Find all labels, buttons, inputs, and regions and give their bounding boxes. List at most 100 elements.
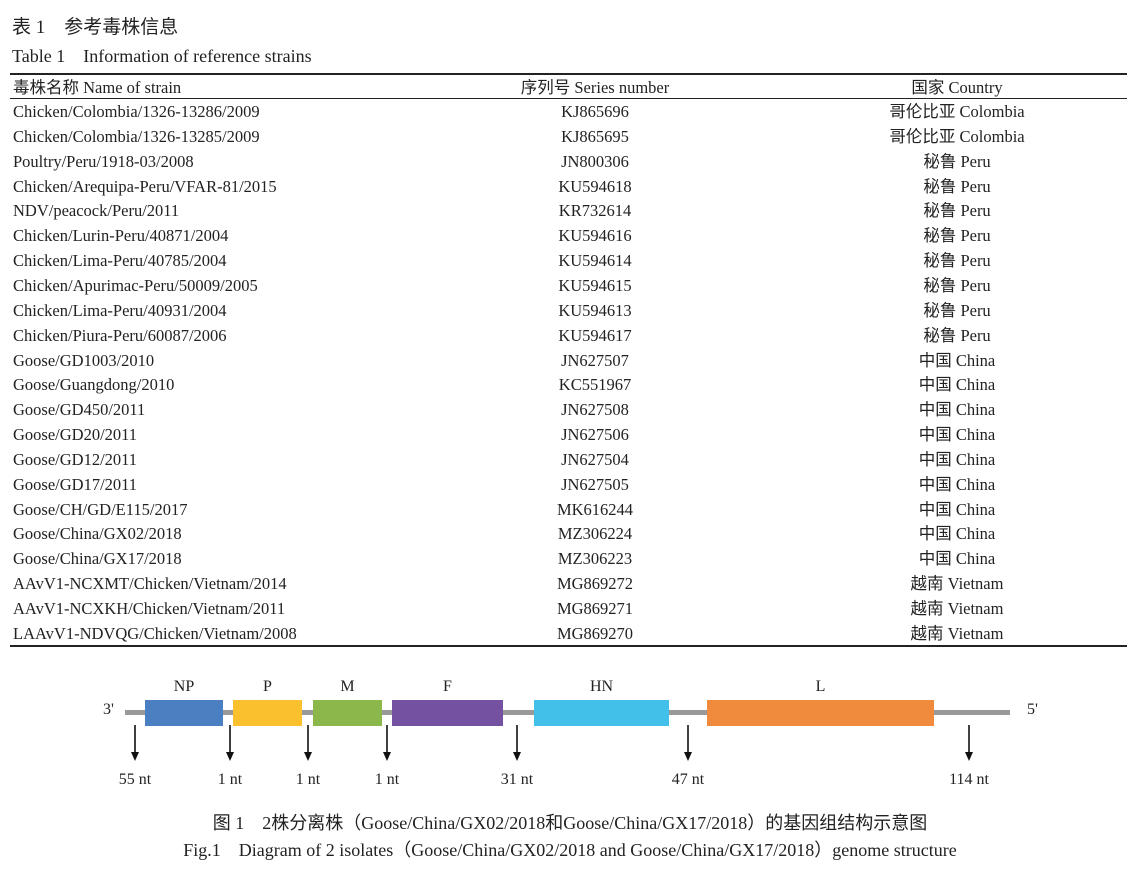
intergenic-length: 31 nt [501, 771, 534, 788]
gene-label: M [340, 678, 354, 695]
table-row: Goose/China/GX17/2018 MZ306223 中国 China [10, 546, 1127, 571]
cell-series: KU594613 [558, 300, 632, 320]
table-row: Goose/China/GX02/2018 MZ306224 中国 China [10, 521, 1127, 546]
intergenic-length: 1 nt [218, 771, 243, 788]
table-row: Goose/CH/GD/E115/2017 MK616244 中国 China [10, 497, 1127, 522]
gene-label: NP [174, 678, 195, 695]
cell-strain: AAvV1-NCXKH/Chicken/Vietnam/2011 [13, 599, 286, 618]
gene-f-box [392, 700, 503, 726]
table-row: Chicken/Lima-Peru/40785/2004 KU594614 秘鲁 P… [10, 248, 1127, 273]
table-row: Chicken/Colombia/1326-13286/2009 KJ865696… [10, 99, 1127, 124]
cell-strain: Chicken/Lurin-Peru/40871/2004 [13, 226, 229, 246]
table-row: Goose/Guangdong/2010 KC551967 中国 China [10, 372, 1127, 397]
table-bottom-rule [10, 645, 1127, 647]
arrowhead-icon [304, 752, 312, 761]
cell-series: JN627504 [561, 449, 629, 469]
cell-country: 秘鲁 Peru [923, 226, 991, 246]
cell-country: 秘鲁 Peru [923, 251, 991, 271]
cell-series: KJ865695 [561, 126, 629, 146]
cell-country: 中国 China [918, 425, 996, 445]
header-series: 序列号 Series number [520, 78, 670, 97]
intergenic-length: 1 nt [296, 771, 321, 788]
cell-series: MZ306223 [557, 549, 633, 569]
cell-series: KU594615 [558, 275, 632, 295]
gene-label: HN [590, 678, 614, 695]
header-country: 国家 Country [911, 78, 1003, 97]
header-strain: 毒株名称 Name of strain [13, 78, 182, 97]
cell-series: MG869270 [556, 623, 634, 643]
cell-series: KU594618 [558, 176, 632, 196]
cell-country: 中国 China [918, 350, 996, 370]
genome-diagram: 3' 5' NP P M F HN L 55 nt 1 nt 1 nt 1 nt 31 nt 47 nt 1… [103, 678, 1038, 788]
table-row: Poultry/Peru/1918-03/2008 JN800306 秘鲁 Peru [10, 149, 1127, 174]
cell-series: JN800306 [561, 151, 629, 171]
arrowhead-icon [965, 752, 973, 761]
cell-country: 越南 Vietnam [910, 623, 1004, 643]
cell-country: 秘鲁 Peru [923, 300, 991, 320]
cell-strain: Goose/GD450/2011 [13, 400, 146, 420]
cell-country: 哥伦比亚 Colombia [889, 126, 1025, 146]
cell-series: JN627507 [561, 350, 629, 370]
cell-country: 哥伦比亚 Colombia [889, 102, 1025, 121]
table-row: Goose/GD1003/2010 JN627507 中国 China [10, 348, 1127, 373]
table-row: AAvV1-NCXKH/Chicken/Vietnam/2011 MG869271… [10, 596, 1127, 621]
table-header-row: 毒株名称 Name of strain 序列号 Series number 国家… [10, 75, 1127, 100]
cell-series: KR732614 [558, 201, 632, 221]
gene-l-box [707, 700, 934, 726]
cell-country: 中国 China [918, 474, 996, 494]
cell-country: 秘鲁 Peru [923, 325, 991, 345]
table-row: Chicken/Lima-Peru/40931/2004 KU594613 秘鲁 P… [10, 298, 1127, 323]
arrowhead-icon [684, 752, 692, 761]
table-row: Chicken/Colombia/1326-13285/2009 KJ865695… [10, 124, 1127, 149]
cell-strain: Goose/Guangdong/2010 [13, 375, 175, 395]
gene-np-box [145, 700, 223, 726]
table-top-rule [10, 73, 1127, 75]
table-row: NDV/peacock/Peru/2011 KR732614 秘鲁 Peru [10, 198, 1127, 223]
cell-series: MK616244 [556, 499, 634, 519]
gene-label: L [816, 678, 826, 695]
cell-series: JN627505 [561, 474, 629, 494]
cell-strain: Goose/GD20/2011 [13, 425, 138, 445]
cell-strain: Goose/GD12/2011 [13, 449, 138, 469]
cell-series: MZ306224 [557, 524, 633, 544]
table-header-rule [10, 98, 1127, 99]
intergenic-length: 47 nt [672, 771, 705, 788]
gene-label: P [263, 678, 272, 695]
table-row: Chicken/Lurin-Peru/40871/2004 KU594616 秘鲁 … [10, 223, 1127, 248]
cell-series: KU594614 [558, 251, 632, 271]
cell-strain: Goose/GD17/2011 [13, 474, 138, 494]
table-title-cn: 表 1 参考毒株信息 [12, 17, 179, 38]
end-3-label: 3' [103, 701, 114, 718]
cell-strain: Chicken/Lima-Peru/40785/2004 [13, 251, 227, 271]
cell-country: 秘鲁 Peru [923, 201, 991, 221]
cell-strain: NDV/peacock/Peru/2011 [13, 201, 180, 221]
cell-country: 秘鲁 Peru [923, 176, 991, 196]
cell-strain: Goose/GD1003/2010 [13, 350, 155, 370]
cell-country: 越南 Vietnam [910, 599, 1004, 618]
cell-series: KU594617 [558, 325, 632, 345]
arrowhead-icon [513, 752, 521, 761]
cell-country: 中国 China [918, 375, 996, 395]
cell-series: KJ865696 [561, 102, 629, 121]
arrowhead-icon [131, 752, 139, 761]
cell-strain: Chicken/Lima-Peru/40931/2004 [13, 300, 227, 320]
table-row: Goose/GD20/2011 JN627506 中国 China [10, 422, 1127, 447]
cell-strain: Goose/CH/GD/E115/2017 [13, 499, 188, 519]
cell-strain: Chicken/Colombia/1326-13285/2009 [13, 126, 260, 146]
table-title-en: Table 1 Information of reference strains [12, 46, 312, 66]
table-row: Goose/GD450/2011 JN627508 中国 China [10, 397, 1127, 422]
cell-country: 中国 China [918, 499, 996, 519]
gene-p-box [233, 700, 302, 726]
cell-country: 越南 Vietnam [910, 574, 1004, 594]
cell-series: JN627508 [561, 400, 629, 420]
end-5-label: 5' [1027, 701, 1038, 718]
table-row: LAAvV1-NDVQG/Chicken/Vietnam/2008 MG86927… [10, 621, 1127, 646]
intergenic-length: 1 nt [375, 771, 400, 788]
cell-country: 中国 China [918, 524, 996, 544]
cell-series: KC551967 [558, 375, 632, 395]
intergenic-length: 114 nt [949, 771, 989, 788]
figure-caption-cn: 图 1 2株分离株（Goose/China/GX02/2018和Goose/Ch… [212, 813, 928, 833]
table-row: Chicken/Apurimac-Peru/50009/2005 KU594615… [10, 273, 1127, 298]
cell-strain: AAvV1-NCXMT/Chicken/Vietnam/2014 [13, 574, 287, 594]
cell-country: 中国 China [918, 549, 996, 569]
